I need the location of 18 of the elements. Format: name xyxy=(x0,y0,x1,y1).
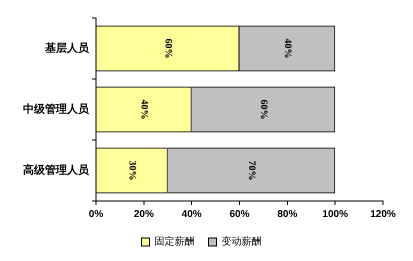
legend-label: 固定薪酬 xyxy=(154,236,194,248)
x-tick-label: 0% xyxy=(88,208,104,220)
x-tick-label: 20% xyxy=(134,208,154,220)
x-tick-label: 60% xyxy=(229,208,250,220)
data-label: 70% xyxy=(246,160,257,180)
data-label: 40% xyxy=(282,38,293,58)
y-tick-label: 高级管理人员 xyxy=(23,163,90,176)
x-tick-label: 100% xyxy=(322,208,348,220)
y-tick-label: 基层人员 xyxy=(44,41,90,54)
data-label: 60% xyxy=(258,100,269,120)
data-label: 40% xyxy=(138,100,150,120)
x-tick-label: 120% xyxy=(370,208,396,220)
legend-label: 变动薪酬 xyxy=(222,236,262,248)
y-tick-label: 中级管理人员 xyxy=(23,102,90,116)
data-label: 60% xyxy=(162,38,174,58)
x-tick-label: 80% xyxy=(277,208,298,220)
x-tick-label: 40% xyxy=(182,208,202,220)
data-label: 30% xyxy=(126,160,138,180)
